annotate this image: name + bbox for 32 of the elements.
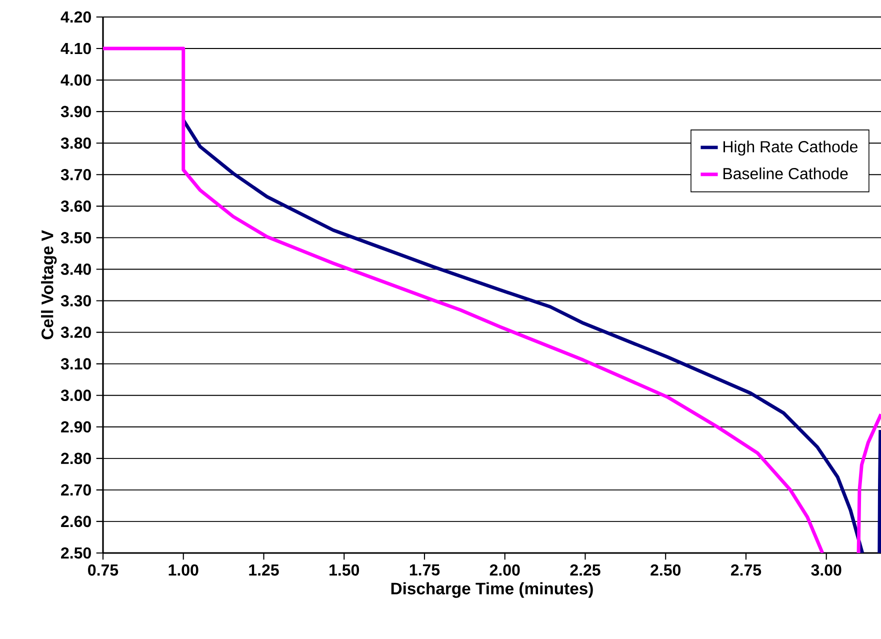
y-tick-label: 3.10 [60,358,91,370]
y-tick-label: 3.70 [60,168,91,180]
y-tick-label: 3.00 [60,390,91,402]
x-tick-label: 1.50 [330,564,360,576]
y-tick-label: 3.80 [60,137,91,149]
x-tick-label: 0.75 [88,564,118,576]
y-tick-label: 2.60 [61,516,91,528]
x-tick-label: 2.00 [490,564,520,576]
x-tick-label: 1.00 [168,564,198,576]
y-tick-label: 4.10 [60,42,91,54]
x-tick-label: 2.75 [730,564,762,576]
x-axis-title: Discharge Time (minutes) [391,582,593,598]
y-tick-label: 3.50 [60,232,91,244]
x-tick-label: 2.50 [650,564,681,576]
y-tick-label: 2.50 [61,547,91,559]
y-tick-label: 4.20 [60,11,91,23]
y-tick-label: 3.30 [60,295,91,306]
legend-label: Baseline Cathode [724,168,848,180]
y-tick-label: 3.60 [60,200,91,212]
x-tick-label: 3.00 [811,564,842,576]
x-tick-label: 1.75 [410,564,440,576]
y-tick-label: 2.80 [61,452,91,464]
y-tick-label: 3.20 [60,326,91,338]
x-tick-label: 2.25 [570,564,600,576]
legend-label: High Rate Cathode [724,140,858,156]
y-tick-label: 4.00 [60,74,91,86]
y-tick-label: 3.90 [60,106,91,118]
y-tick-label: 3.40 [60,264,91,275]
y-tick-label: 2.70 [61,484,91,496]
y-axis-title: Cell Voltage V [41,230,57,340]
y-tick-label: 2.90 [61,421,91,433]
x-tick-label: 1.25 [249,564,279,576]
